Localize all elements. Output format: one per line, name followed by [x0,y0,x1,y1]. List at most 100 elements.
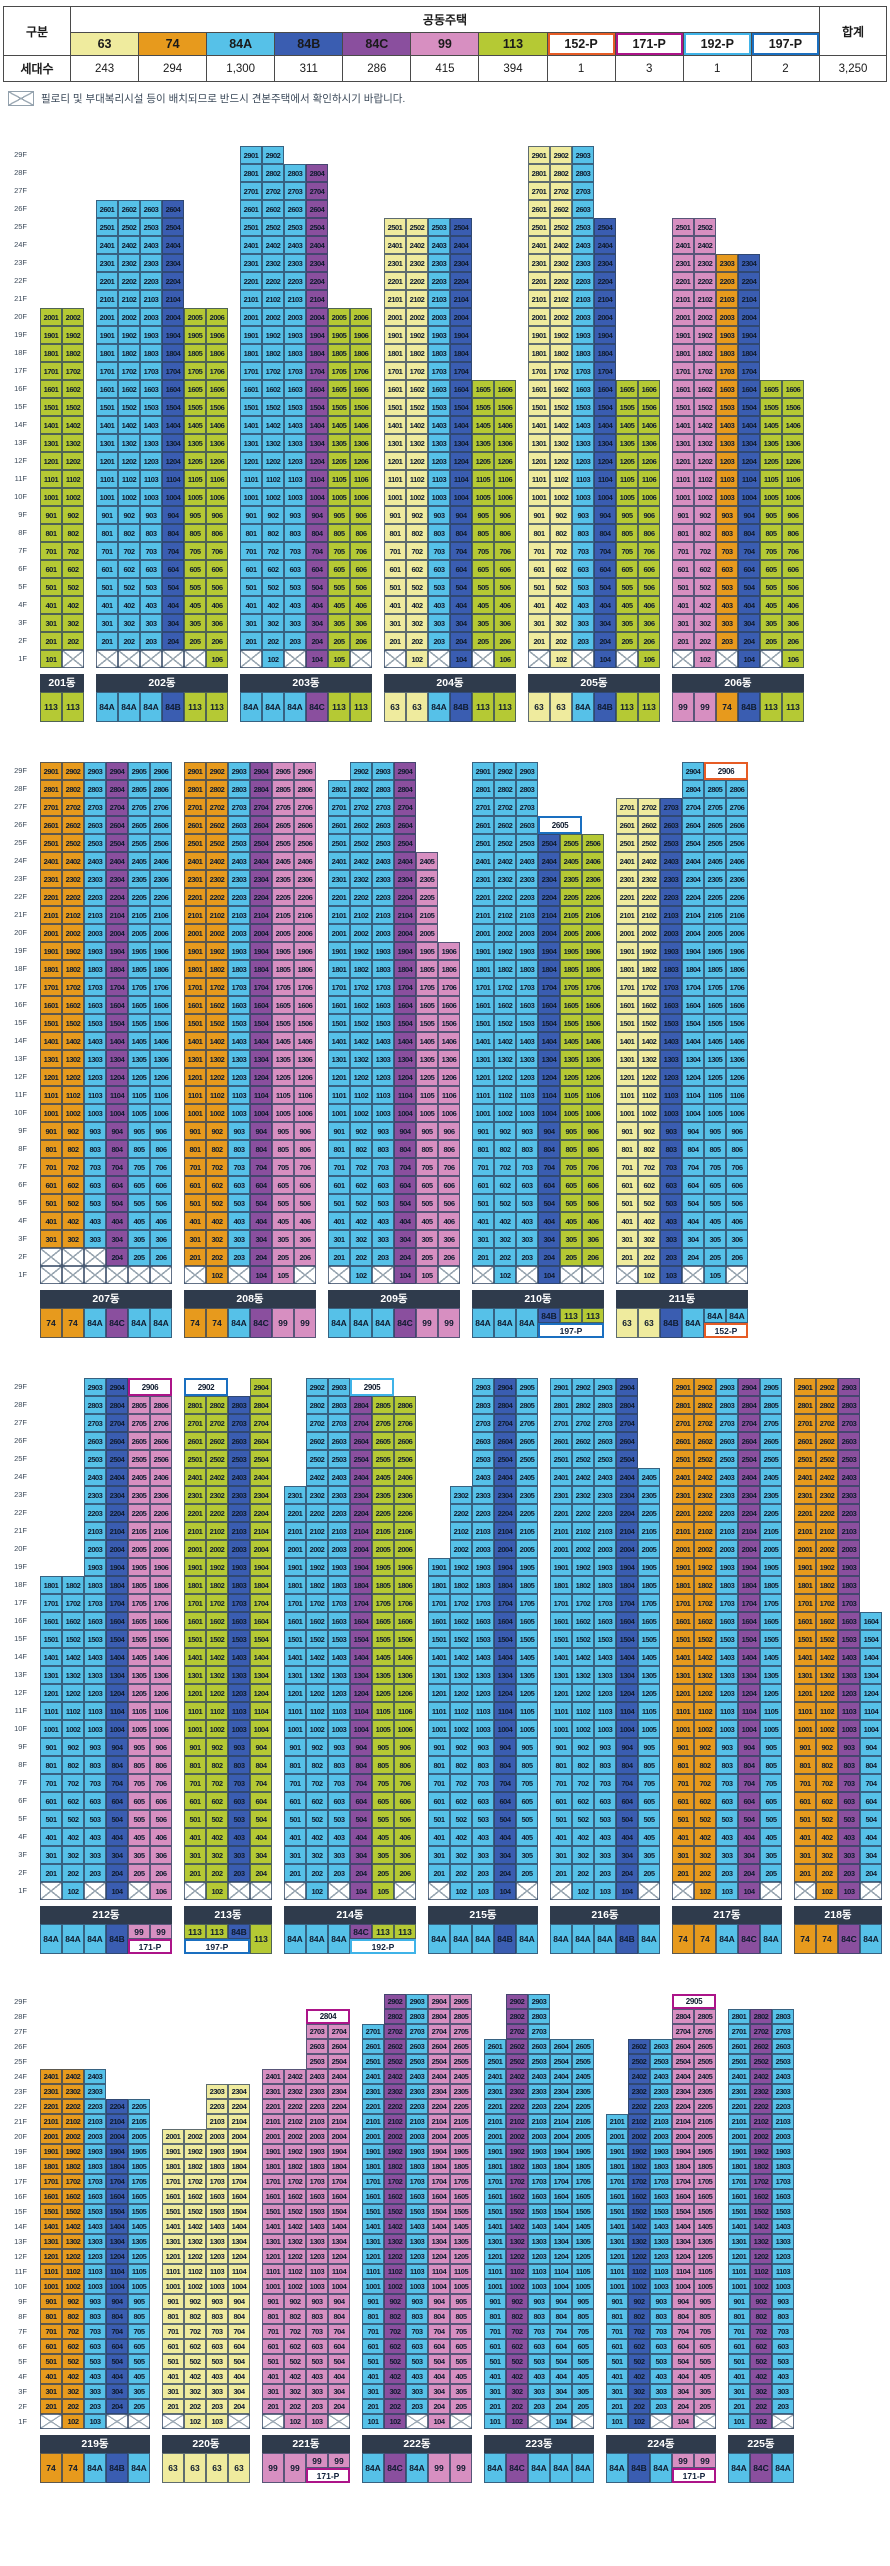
unit-type-label: 84A [328,1308,350,1338]
unit-cell: 1206 [150,1684,172,1702]
unit-cell: 505 [760,578,782,596]
unit-cell: 505 [184,578,206,596]
unit-cell: 1301 [672,434,694,452]
unit-cell: 2401 [616,852,638,870]
unit-type-label: 63 [384,692,406,722]
unit-cell: 2503 [140,218,162,236]
unit-cell: 2202 [350,888,372,906]
floor-label: 25F [14,838,27,847]
building-type-row: 74 74 84A 84C 84A 84A [40,1308,172,1338]
unit-cell: 1303 [406,2234,428,2249]
unit-cell: 2303 [650,2084,672,2099]
unit-cell: 1806 [206,344,228,362]
unit-type-label: 63 [616,1308,638,1338]
unit-cell: 1604 [738,1612,760,1630]
unit-cell: 1005 [704,1104,726,1122]
unit-cell: 2103 [716,1522,738,1540]
unit-cell: 501 [472,1194,494,1212]
unit-cell: 1601 [96,380,118,398]
unit-cell: 2803 [716,1396,738,1414]
unit-cell: 1404 [538,1032,560,1050]
unit-cell: 701 [672,1774,694,1792]
unit-cell: 2605 [272,816,294,834]
unit-cell: 1904 [350,1558,372,1576]
unit-cell: 1302 [450,1666,472,1684]
unit-cell: 102 [184,2414,206,2429]
unit-cell: 2403 [284,236,306,254]
unit-cell: 1301 [240,434,262,452]
ptype-annotation: 152-P [704,1323,748,1338]
unit-cell: 1805 [272,960,294,978]
unit-cell: 703 [372,1158,394,1176]
unit-cell: 1602 [184,2189,206,2204]
unit-cell: 1403 [572,416,594,434]
unit-cell: 2702 [816,1414,838,1432]
unit-cell: 802 [206,1140,228,1158]
unit-cell: 1304 [250,1050,272,1068]
piloti-cell [672,1882,694,1900]
unit-cell: 2502 [494,834,516,852]
unit-cell: 1301 [528,434,550,452]
unit-cell: 104 [394,1266,416,1284]
unit-cell: 303 [716,614,738,632]
unit-cell: 1901 [362,2144,384,2159]
unit-cell: 701 [616,1158,638,1176]
unit-cell: 501 [40,2354,62,2369]
unit-type-label: 84A [372,1308,394,1338]
unit-cell: 305 [616,614,638,632]
unit-cell: 1606 [394,1612,416,1630]
unit-cell: 101 [362,2414,384,2429]
unit-cell: 1201 [384,452,406,470]
unit-cell: 1105 [416,1086,438,1104]
unit-cell: 2905 [272,762,294,780]
unit-cell: 1901 [328,942,350,960]
unit-cell: 603 [84,2339,106,2354]
unit-cell: 1104 [306,470,328,488]
unit-cell: 2501 [616,834,638,852]
unit-cell: 1905 [328,326,350,344]
piloti-cell [228,1882,250,1900]
unit-cell: 2601 [728,2039,750,2054]
unit-cell: 502 [62,1810,84,1828]
unit-cell: 901 [40,506,62,524]
unit-cell: 203 [84,1864,106,1882]
unit-cell: 2804 [428,2009,450,2024]
building-type-row: 74 74 84A 84C 99 99 [184,1308,316,1338]
unit-cell: 1204 [672,2249,694,2264]
unit-cell: 501 [384,578,406,596]
unit-cell: 1801 [384,344,406,362]
unit-cell: 2805 [450,2009,472,2024]
unit-cell: 2402 [628,2069,650,2084]
unit-cell: 2403 [84,2069,106,2084]
unit-cell: 1103 [84,1086,106,1104]
unit-cell: 1201 [184,1068,206,1086]
unit-cell: 1401 [428,1648,450,1666]
floor-label: 15F [14,1018,27,1027]
unit-cell: 1606 [638,380,660,398]
unit-cell: 802 [694,1756,716,1774]
unit-cell: 906 [350,506,372,524]
unit-cell: 504 [106,2354,128,2369]
unit-cell: 203 [284,632,306,650]
piloti-cell [84,1266,106,1284]
unit-cell: 1506 [294,1014,316,1032]
unit-cell: 601 [672,560,694,578]
unit-cell: 905 [760,506,782,524]
unit-cell: 701 [40,2324,62,2339]
unit-cell: 1202 [750,2249,772,2264]
unit-cell: 2205 [694,2099,716,2114]
unit-cell: 1704 [162,362,184,380]
unit-cell: 2801 [528,164,550,182]
unit-cell: 2405 [272,852,294,870]
piloti-cell [438,1266,460,1284]
unit-cell: 1705 [372,1594,394,1612]
unit-cell: 2101 [384,290,406,308]
unit-cell: 806 [150,1756,172,1774]
unit-cell: 1705 [704,978,726,996]
unit-cell: 502 [450,1810,472,1828]
unit-cell: 2305 [704,870,726,888]
unit-cell: 1603 [140,380,162,398]
unit-cell: 805 [450,2309,472,2324]
unit-cell: 1501 [40,1014,62,1032]
unit-cell: 804 [494,1756,516,1774]
